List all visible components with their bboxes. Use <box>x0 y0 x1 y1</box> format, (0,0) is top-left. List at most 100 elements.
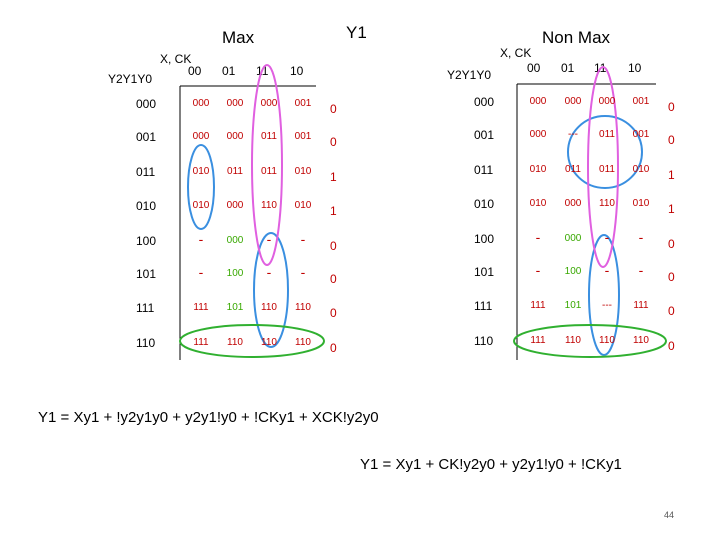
nonmax-kmap-cell: 110 <box>565 335 581 346</box>
max-kmap-cell: 000 <box>260 98 278 109</box>
equation-max: Y1 = Xy1 + !y2y1y0 + y2y1!y0 + !CKy1 + X… <box>38 409 379 426</box>
max-kmap-cell: 010 <box>294 200 312 211</box>
slide-title: Y1 <box>346 23 367 42</box>
max-kmap-cell: 000 <box>226 98 244 109</box>
max-kmap-cell: 111 <box>193 302 209 313</box>
nonmax-kmap-cell: 011 <box>599 164 615 175</box>
max-blue-oval <box>253 232 289 348</box>
max-kmap-cell: 000 <box>226 235 244 246</box>
max-row-label: 011 <box>136 165 156 179</box>
max-row-label: 010 <box>136 199 157 213</box>
max-kmap-cell: 110 <box>295 302 311 313</box>
max-kmap-cell: - <box>300 231 306 247</box>
max-row-label: 110 <box>136 336 156 350</box>
nonmax-blue-oval <box>588 234 620 356</box>
nonmax-kmap-cell: 000 <box>564 198 582 209</box>
nonmax-kmap-cell: - <box>535 262 541 278</box>
max-kmap-cell: 111 <box>193 337 209 348</box>
max-output-value: 0 <box>330 239 337 253</box>
nonmax-kmap-cell: 010 <box>529 198 547 209</box>
nonmax-kmap-cell: 111 <box>633 300 649 311</box>
max-kmap-cell: - <box>198 231 204 247</box>
max-row-label: 001 <box>136 130 157 144</box>
nonmax-kmap-cell: 000 <box>598 96 616 107</box>
nonmax-kmap-cell: 010 <box>632 198 650 209</box>
nonmax-output-value: 0 <box>668 304 675 318</box>
nonmax-col-header: 10 <box>628 61 642 75</box>
nonmax-kmap-cell: - <box>604 229 610 245</box>
nonmax-kmap-cell: - <box>535 229 541 245</box>
nonmax-kmap-cell: --- <box>568 129 578 140</box>
max-kmap-cell: 010 <box>192 200 210 211</box>
max-kmap-cell: 110 <box>261 337 277 348</box>
nonmax-kmap-cell: 110 <box>633 335 649 346</box>
nonmax-row-label: 001 <box>474 128 495 142</box>
nonmax-row-var-label: Y2Y1Y0 <box>447 68 492 82</box>
max-output-value: 1 <box>330 204 337 218</box>
nonmax-row-label: 110 <box>474 334 494 348</box>
max-output-value: 0 <box>330 102 337 116</box>
max-pink-oval <box>251 64 283 266</box>
nonmax-row-label: 111 <box>474 299 493 313</box>
equation-nonmax: Y1 = Xy1 + CK!y2y0 + y2y1!y0 + !CKy1 <box>360 456 622 473</box>
nonmax-output-value: 0 <box>668 100 675 114</box>
max-col-var-label: X, CK <box>160 52 192 66</box>
nonmax-kmap-cell: 101 <box>564 300 582 311</box>
max-kmap-cell: 000 <box>226 131 244 142</box>
nonmax-kmap-cell: 000 <box>529 129 547 140</box>
nonmax-kmap-cell: - <box>638 229 644 245</box>
max-row-label: 101 <box>136 267 157 281</box>
nonmax-kmap-cell: 011 <box>599 129 615 140</box>
nonmax-col-header: 01 <box>561 61 575 75</box>
nonmax-output-value: 1 <box>668 168 675 182</box>
nonmax-kmap-cell: 000 <box>564 96 582 107</box>
nonmax-pink-oval <box>587 66 619 268</box>
nonmax-kmap-cell: 111 <box>530 335 546 346</box>
max-kmap-cell: 010 <box>192 166 210 177</box>
nonmax-kmap-cell: 000 <box>529 96 547 107</box>
max-kmap-cell: 001 <box>294 98 312 109</box>
max-col-header: 00 <box>188 64 202 78</box>
max-kmap-cell: 010 <box>294 166 312 177</box>
max-kmap-cell: 011 <box>261 166 277 177</box>
nonmax-output-value: 1 <box>668 202 675 216</box>
nonmax-kmap-cell: 110 <box>599 335 615 346</box>
nonmax-output-value: 0 <box>668 237 675 251</box>
nonmax-kmap-cell: 001 <box>632 129 650 140</box>
nonmax-col-header: 00 <box>527 61 541 75</box>
max-kmap-cell: 000 <box>192 98 210 109</box>
max-kmap-cell: 011 <box>227 166 243 177</box>
nonmax-kmap-cell: 111 <box>530 300 546 311</box>
nonmax-col-var-label: X, CK <box>500 46 532 60</box>
nonmax-output-value: 0 <box>668 339 675 353</box>
max-kmap-cell: 110 <box>295 337 311 348</box>
nonmax-kmap-cell: --- <box>602 300 612 311</box>
nonmax-kmap-cell: 110 <box>599 198 615 209</box>
slide-number: 44 <box>664 510 675 520</box>
max-kmap-cell: 001 <box>294 131 312 142</box>
max-output-value: 1 <box>330 170 337 184</box>
nonmax-kmap-cell: 010 <box>632 164 650 175</box>
max-kmap-cell: 011 <box>261 131 277 142</box>
max-row-label: 100 <box>136 234 157 248</box>
max-kmap-cell: 000 <box>226 200 244 211</box>
max-output-value: 0 <box>330 272 337 286</box>
max-output-value: 0 <box>330 306 337 320</box>
max-col-header: 10 <box>290 64 304 78</box>
max-map-title: Max <box>222 28 255 47</box>
max-row-label: 000 <box>136 97 157 111</box>
max-kmap-cell: 100 <box>226 268 244 279</box>
max-kmap-cell: 110 <box>261 200 277 211</box>
nonmax-map-title: Non Max <box>542 28 611 47</box>
max-row-label: 111 <box>136 301 155 315</box>
max-output-value: 0 <box>330 341 337 355</box>
max-kmap-cell: 110 <box>261 302 277 313</box>
nonmax-green-oval <box>513 324 667 358</box>
max-col-header: 01 <box>222 64 236 78</box>
nonmax-row-label: 010 <box>474 197 495 211</box>
max-kmap-cell: - <box>266 264 272 280</box>
max-kmap-cell: - <box>198 264 204 280</box>
nonmax-row-label: 101 <box>474 265 495 279</box>
nonmax-row-label: 000 <box>474 95 495 109</box>
